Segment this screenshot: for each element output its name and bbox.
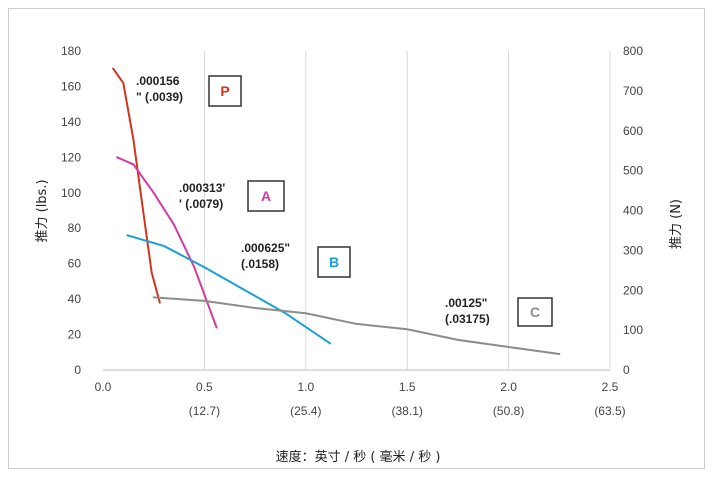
annotation-badge-b: B: [329, 254, 339, 270]
x-tick-metric-label: (50.8): [493, 404, 524, 418]
annotation-badge-box-b: [317, 246, 351, 278]
annotation-badge-a: A: [261, 188, 271, 204]
x-tick-label: 2.5: [602, 380, 619, 394]
annotation-label-a: ' (.0079): [179, 197, 223, 211]
y-right-tick-label: 700: [623, 84, 643, 98]
y-right-tick-label: 200: [623, 283, 643, 297]
y-left-tick-label: 120: [61, 150, 81, 164]
annotation-badge-box-a: [247, 180, 285, 212]
annotation-label-c: (.03175): [445, 312, 490, 326]
x-tick-label: 2.0: [500, 380, 517, 394]
y-left-tick-label: 60: [68, 257, 82, 271]
series-line-p: [112, 67, 161, 304]
y-axis-left-title: 推力 (lbs.): [35, 179, 50, 242]
annotation-label-b: .000625": [241, 241, 290, 255]
y-right-tick-label: 500: [623, 164, 643, 178]
annotation-label-b: (.0158): [241, 257, 279, 271]
series-line-a: [116, 156, 218, 329]
annotation-badge-c: C: [530, 304, 540, 320]
y-left-tick-label: 20: [68, 328, 82, 342]
annotations: .000156 " (.0039) P .000313' ' (.0079) A .0006…: [136, 74, 553, 327]
x-tick-label: 0.0: [95, 380, 112, 394]
annotation-label-p: .000156: [136, 74, 180, 88]
y-left-tick-label: 0: [74, 363, 81, 377]
x-tick-metric-label: (38.1): [392, 404, 423, 418]
y-right-tick-label: 400: [623, 204, 643, 218]
x-tick-label: 1.5: [399, 380, 416, 394]
annotation-badge-box-c: [517, 297, 553, 327]
x-tick-metric-label: (63.5): [594, 404, 625, 418]
x-tick-metric-label: (25.4): [290, 404, 321, 418]
y-left-tick-label: 80: [68, 221, 82, 235]
x-axis-title: 速度：英寸 / 秒 ( 毫米 / 秒 ): [276, 449, 441, 465]
y-left-tick-label: 140: [61, 115, 81, 129]
x-tick-label: 1.0: [297, 380, 314, 394]
series-line-c: [152, 296, 561, 356]
x-tick-label: 0.5: [196, 380, 213, 394]
y-right-tick-label: 800: [623, 44, 643, 58]
y-right-tick-label: 0: [623, 363, 630, 377]
x-tick-metric-label: (12.7): [189, 404, 220, 418]
y-axis-right-title: 推力 (N): [669, 199, 684, 249]
annotation-label-p: " (.0039): [136, 90, 183, 104]
annotation-badge-p: P: [220, 83, 229, 99]
y-left-tick-label: 100: [61, 186, 81, 200]
y-right-tick-label: 600: [623, 124, 643, 138]
annotation-label-a: .000313': [179, 181, 225, 195]
grid-lines: [203, 51, 611, 370]
annotation-label-c: .00125": [445, 296, 487, 310]
series-line-b: [126, 234, 332, 345]
y-left-tick-label: 40: [68, 292, 82, 306]
y-right-tick-label: 100: [623, 323, 643, 337]
y-left-tick-label: 160: [61, 79, 81, 93]
y-right-tick-label: 300: [623, 243, 643, 257]
series-lines: [112, 67, 561, 356]
y-left-tick-label: 180: [61, 44, 81, 58]
axes: 0.0 0.5 1.0 1.5 2.0 2.5 (12.7) (25.4) (38.1) (50.…: [61, 44, 643, 418]
annotation-badge-box-p: [208, 75, 242, 107]
